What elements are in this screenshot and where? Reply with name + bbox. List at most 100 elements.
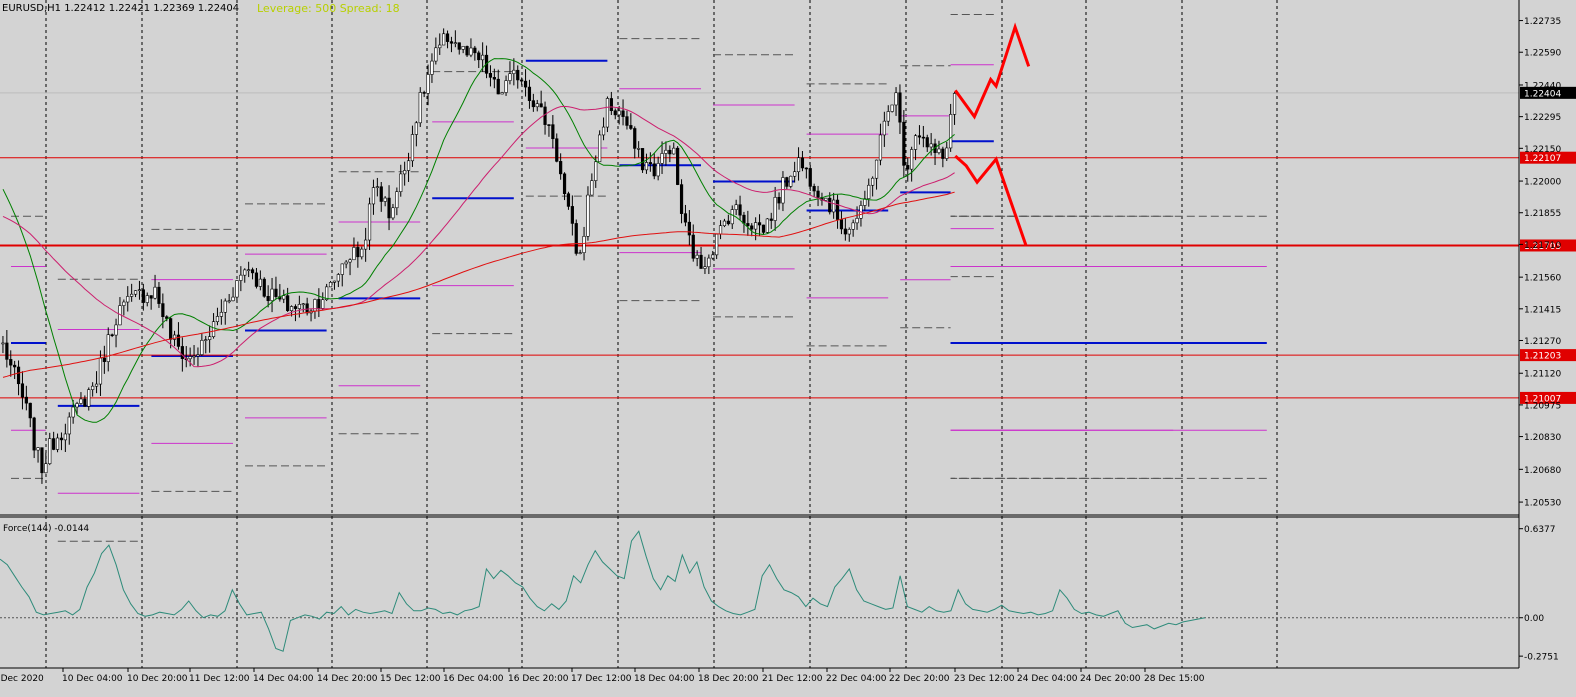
- candle-body: [547, 124, 551, 126]
- candle-body: [481, 54, 485, 61]
- candle-body: [910, 149, 914, 170]
- candle-body: [391, 207, 395, 219]
- time-tick-label: 16 Dec 20:00: [508, 674, 569, 684]
- candle-body: [243, 269, 247, 276]
- candle-body: [496, 78, 500, 95]
- candle-body: [590, 180, 594, 196]
- candle-body: [356, 247, 360, 258]
- candle-body: [699, 254, 703, 269]
- candle-body: [9, 359, 13, 366]
- candle-body: [902, 121, 906, 166]
- price-tick-label: 1.20975: [1524, 401, 1561, 411]
- candle-body: [430, 60, 434, 75]
- candle-body: [344, 261, 348, 265]
- candle-body: [566, 193, 571, 207]
- candle-body: [605, 98, 610, 128]
- time-tick-label: 17 Dec 12:00: [571, 674, 632, 684]
- candle-body: [504, 80, 508, 93]
- force-tick-label: 0.6377: [1524, 525, 1556, 535]
- candle-body: [465, 46, 469, 56]
- candle-body: [913, 135, 918, 150]
- candle-body: [851, 222, 855, 230]
- candle-body: [98, 357, 103, 385]
- candle-body: [878, 134, 883, 161]
- candle-body: [469, 47, 473, 56]
- price-tick-label: 1.21120: [1524, 370, 1561, 380]
- bearish-projection-path: [954, 154, 1028, 246]
- candle-body: [594, 161, 598, 181]
- candle-body: [321, 299, 325, 309]
- candle-body: [839, 219, 844, 230]
- candle-body: [765, 218, 769, 233]
- time-tick-label: 16 Dec 04:00: [443, 674, 504, 684]
- candle-body: [231, 296, 235, 302]
- price-tick-label: 1.22440: [1524, 81, 1561, 91]
- candle-body: [352, 247, 356, 261]
- candle-body: [656, 163, 660, 177]
- candle-body: [196, 354, 200, 357]
- candle-body: [418, 92, 422, 124]
- candle-body: [543, 106, 547, 125]
- candle-body: [886, 111, 890, 122]
- candle-body: [434, 47, 438, 62]
- price-tick-label: 1.21415: [1524, 305, 1561, 315]
- candle-body: [796, 157, 801, 173]
- candle-body: [406, 160, 411, 171]
- candle-body: [399, 173, 403, 192]
- candle-body: [204, 339, 208, 341]
- candle-body: [52, 438, 56, 450]
- candle-body: [855, 218, 859, 224]
- candle-body: [176, 334, 181, 347]
- candle-body: [188, 356, 192, 360]
- candle-body: [293, 306, 298, 309]
- candle-body: [473, 47, 477, 54]
- force-tick-label: 0.00: [1524, 614, 1544, 624]
- candle-body: [781, 177, 785, 204]
- candle-body: [500, 92, 504, 95]
- candle-body: [800, 157, 805, 169]
- candle-body: [137, 289, 142, 292]
- candle-body: [28, 402, 32, 419]
- candle-body: [832, 199, 836, 213]
- level-price-label: 1.21705: [1524, 242, 1561, 252]
- candle-body: [208, 336, 212, 340]
- moving-averages: [2, 58, 955, 423]
- level-price-tag: [1520, 391, 1576, 404]
- candle-body: [516, 69, 520, 81]
- candle-body: [1, 342, 5, 345]
- price-tick-label: 1.22295: [1524, 113, 1561, 123]
- candle-body: [106, 334, 110, 362]
- candle-body: [921, 136, 925, 139]
- candle-body: [477, 52, 481, 61]
- candle-body: [44, 463, 48, 474]
- candle-body: [239, 274, 243, 281]
- candle-body: [192, 355, 196, 358]
- candle-body: [703, 266, 707, 269]
- candle-body: [808, 168, 812, 187]
- candle-body: [598, 134, 602, 163]
- candle-body: [488, 73, 493, 78]
- candle-body: [91, 385, 95, 390]
- candle-body: [613, 110, 617, 116]
- candle-body: [492, 77, 496, 80]
- time-tick-label: 24 Dec 20:00: [1080, 674, 1141, 684]
- candle-body: [383, 197, 387, 202]
- ma-mid-line: [2, 105, 955, 368]
- candle-body: [551, 124, 555, 140]
- candle-body: [621, 110, 625, 117]
- candle-body: [87, 389, 91, 407]
- candle-body: [761, 224, 766, 233]
- horizontal-levels[interactable]: 1.22107 1.21705 1.21203 1.21007 1.22404: [0, 86, 1576, 405]
- candle-body: [683, 213, 688, 223]
- candle-body: [122, 301, 126, 306]
- candle-body: [55, 437, 60, 450]
- candle-body: [219, 311, 223, 317]
- candle-body: [141, 289, 145, 303]
- candle-body: [364, 239, 368, 250]
- time-tick-label: 15 Dec 12:00: [380, 674, 441, 684]
- price-tick-label: 1.22590: [1524, 49, 1561, 59]
- candle-body: [718, 225, 723, 235]
- candle-body: [676, 147, 680, 185]
- candle-body: [110, 334, 114, 337]
